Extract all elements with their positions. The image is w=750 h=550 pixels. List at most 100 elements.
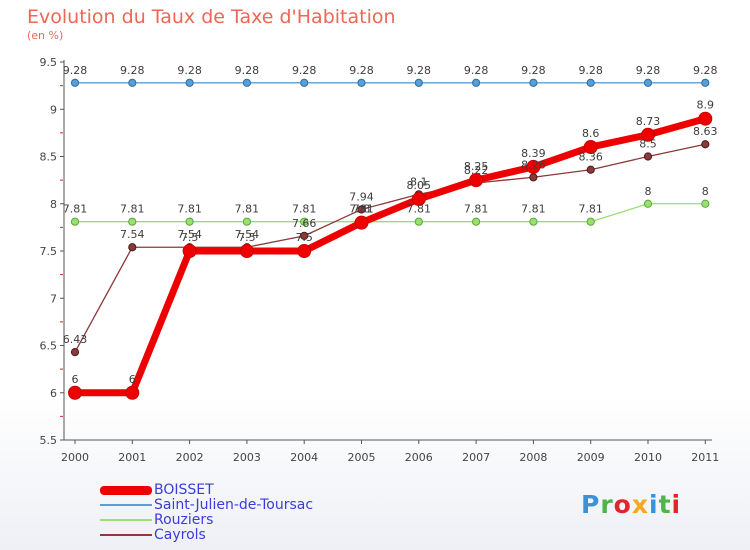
data-point-Cayrols [529, 173, 538, 182]
data-point-Rouziers [300, 217, 309, 226]
data-point-Rouziers [472, 217, 481, 226]
data-label-BOISSET: 8.73 [636, 115, 661, 128]
data-point-Rouziers [242, 217, 251, 226]
y-tick-label: 6 [50, 387, 57, 400]
x-tick-label: 2005 [348, 451, 376, 464]
data-label-Rouziers: 7.81 [235, 203, 260, 216]
x-tick-label: 2008 [519, 451, 547, 464]
x-tick-label: 2002 [176, 451, 204, 464]
legend-label: Rouziers [154, 512, 214, 528]
data-point-Rouziers [414, 217, 423, 226]
data-label-BOISSET: 8.25 [464, 160, 489, 173]
data-label-BOISSET: 6 [129, 373, 136, 386]
x-tick-label: 2004 [290, 451, 318, 464]
data-point-Saint-Julien-de-Toursac [643, 78, 653, 87]
data-point-Rouziers [128, 217, 137, 226]
data-label-Saint-Julien-de-Toursac: 9.28 [693, 64, 718, 77]
legend-label: Saint-Julien-de-Toursac [154, 497, 314, 513]
data-point-BOISSET [354, 215, 369, 230]
data-point-Cayrols [70, 348, 80, 357]
legend-label: BOISSET [154, 482, 214, 498]
data-point-Saint-Julien-de-Toursac [472, 78, 481, 87]
data-label-Cayrols: 8.1 [410, 175, 428, 188]
chart-subtitle: (en %) [27, 29, 64, 42]
data-label-Saint-Julien-de-Toursac: 9.28 [120, 64, 145, 77]
data-point-Rouziers [185, 217, 194, 226]
data-point-Rouziers [586, 217, 595, 226]
data-point-Rouziers [70, 217, 80, 226]
data-label-Cayrols: 7.94 [349, 190, 374, 203]
series-line-BOISSET [71, 115, 709, 397]
series-line-Cayrols [74, 143, 706, 353]
data-label-Rouziers: 7.81 [407, 203, 432, 216]
y-tick-label: 6.5 [40, 340, 58, 353]
data-point-Saint-Julien-de-Toursac [357, 78, 366, 87]
data-point-BOISSET [125, 385, 140, 400]
x-tick-label: 2006 [405, 451, 433, 464]
data-label-Saint-Julien-de-Toursac: 9.28 [349, 64, 374, 77]
data-label-BOISSET: 8.39 [521, 147, 546, 160]
data-label-Rouziers: 7.81 [177, 203, 202, 216]
data-label-BOISSET: 8.9 [697, 99, 715, 112]
logo-letter: r [600, 490, 614, 519]
data-point-Rouziers [529, 217, 538, 226]
data-point-BOISSET [297, 244, 312, 258]
proxiti-logo: Proxiti [581, 490, 681, 519]
data-label-Rouziers: 7.81 [292, 203, 317, 216]
data-point-Rouziers [643, 199, 653, 208]
data-label-Cayrols: 8.28 [521, 158, 546, 171]
data-label-Rouziers: 7.81 [349, 203, 374, 216]
data-point-Cayrols [643, 152, 653, 161]
data-label-Rouziers: 7.81 [521, 203, 546, 216]
data-point-Saint-Julien-de-Toursac [128, 78, 137, 87]
legend-swatch [100, 534, 152, 536]
legend-label: Cayrols [154, 527, 206, 543]
data-label-Cayrols: 7.54 [120, 228, 145, 241]
data-label-Rouziers: 7.81 [63, 203, 88, 216]
data-label-Saint-Julien-de-Toursac: 9.28 [407, 64, 432, 77]
data-label-Saint-Julien-de-Toursac: 9.28 [521, 64, 546, 77]
data-point-Saint-Julien-de-Toursac [414, 78, 423, 87]
legend-swatch [100, 504, 152, 506]
y-tick-label: 8.5 [40, 151, 58, 164]
data-point-BOISSET [411, 192, 426, 207]
x-tick-label: 2010 [634, 451, 662, 464]
y-tick-label: 7 [50, 292, 57, 305]
data-point-BOISSET [526, 159, 541, 174]
data-label-Saint-Julien-de-Toursac: 9.28 [464, 64, 489, 77]
data-label-BOISSET: 6 [72, 373, 79, 386]
data-label-Saint-Julien-de-Toursac: 9.28 [636, 64, 661, 77]
y-tick-label: 9.5 [40, 56, 58, 69]
data-label-Saint-Julien-de-Toursac: 9.28 [235, 64, 260, 77]
x-tick-label: 2007 [462, 451, 490, 464]
legend-swatch [100, 485, 152, 495]
data-point-Saint-Julien-de-Toursac [586, 78, 595, 87]
data-point-BOISSET [182, 244, 197, 258]
x-tick-label: 2011 [691, 451, 719, 464]
data-label-Rouziers: 7.81 [578, 203, 603, 216]
data-point-Cayrols [586, 165, 595, 174]
data-point-BOISSET [641, 127, 655, 142]
data-label-Cayrols: 8.22 [464, 164, 489, 177]
data-point-Cayrols [128, 243, 137, 252]
data-point-Cayrols [357, 205, 366, 214]
logo-letter: i [649, 490, 659, 519]
data-point-Saint-Julien-de-Toursac [70, 78, 80, 87]
data-label-BOISSET: 7.8 [353, 203, 371, 216]
data-label-Rouziers: 8 [702, 185, 709, 198]
data-label-BOISSET: 8.6 [582, 127, 600, 140]
y-tick-label: 9 [50, 103, 57, 116]
logo-letter: i [671, 490, 682, 519]
y-tick-label: 8 [50, 198, 57, 211]
data-label-Cayrols: 8.5 [639, 138, 657, 151]
data-label-Saint-Julien-de-Toursac: 9.28 [578, 64, 603, 77]
logo-letter: o [613, 490, 632, 519]
x-tick-label: 2000 [61, 451, 89, 464]
y-tick-label: 7.5 [40, 245, 58, 258]
data-label-Rouziers: 7.81 [464, 203, 489, 216]
data-label-Cayrols: 7.66 [292, 217, 317, 230]
data-label-BOISSET: 8.05 [407, 179, 432, 192]
data-point-Saint-Julien-de-Toursac [300, 78, 309, 87]
